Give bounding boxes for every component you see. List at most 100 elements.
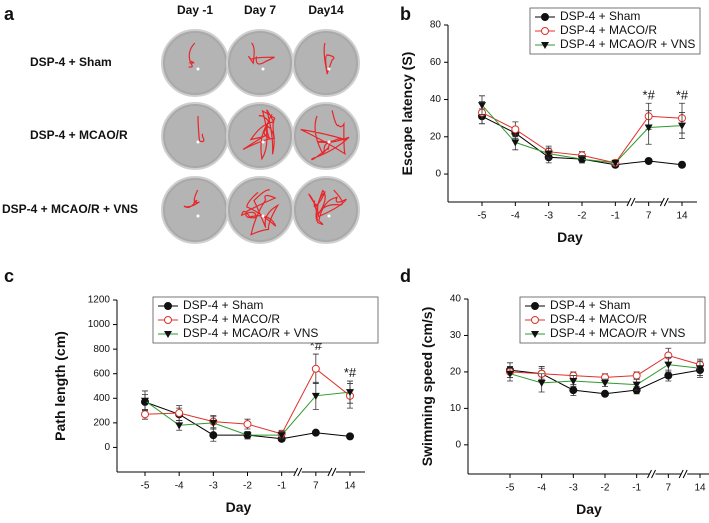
arena-inner [230,33,290,93]
y-axis-label: Swimming speed (cm/s) [419,307,435,466]
platform [327,67,331,71]
data-point [678,122,686,130]
axis-break-gap [629,200,635,204]
swim-track [300,110,350,161]
column-label: Day 7 [244,3,276,17]
data-point [644,124,653,132]
y-tick-label: 0 [455,439,461,450]
y-axis-label: Path length (cm) [52,331,68,441]
data-point [506,370,514,378]
axis-break [678,469,684,479]
data-point [311,428,320,437]
arena-inner [165,33,225,93]
data-point [478,102,486,110]
panel-label: d [400,266,411,286]
axis-break [331,467,337,477]
x-axis-label: Day [576,501,602,517]
legend-box [152,296,379,344]
row-label: DSP-4 + Sham [30,55,112,69]
arena-inner [296,180,356,240]
y-tick-label: 20 [430,131,442,142]
x-tick-label: 7 [313,481,319,492]
x-tick-label: -4 [175,481,184,492]
x-tick-label: -2 [601,483,610,494]
axis-break [682,469,688,479]
panel-label: c [4,266,14,286]
legend-label: DSP-4 + MACO/R [560,23,657,37]
x-tick-label: 14 [694,483,706,494]
row-label: DSP-4 + MCAO/R + VNS [2,202,138,216]
x-tick-label: -3 [544,211,553,222]
data-point [678,160,686,169]
data-point [644,157,653,166]
y-tick-label: 40 [450,294,462,305]
y-tick-label: 30 [450,330,462,341]
axis-break [630,197,636,207]
legend-box [519,296,706,344]
panel-label: b [400,4,411,24]
swim-track [323,42,335,75]
data-point [569,378,578,386]
legend-marker [541,27,549,35]
x-tick-label: -5 [141,481,150,492]
data-point [311,364,320,373]
swim-track [183,189,200,208]
data-point [611,159,620,167]
legend-box [529,7,701,55]
x-tick-label: -1 [277,481,286,492]
legend-marker [531,302,539,310]
swim-track [248,42,275,65]
y-tick-label: 400 [93,393,110,404]
data-point [243,432,252,440]
y-tick-label: 60 [430,57,442,68]
data-point [664,371,673,380]
y-axis-label: Escape latency (S) [399,52,415,176]
x-tick-label: -3 [209,481,218,492]
axis-break [647,469,652,479]
y-tick-label: 10 [450,403,462,414]
x-tick-label: 14 [676,211,688,222]
platform [196,67,200,71]
annotation: *# [676,87,689,102]
legend-marker [541,42,549,49]
legend-label: DSP-4 + MACO/R [550,312,647,326]
y-tick-label: 0 [104,442,110,453]
axis-break [626,197,632,207]
data-point [209,419,218,427]
axis-break [651,469,656,479]
legend-label: DSP-4 + MCAO/R + VNS [560,37,695,51]
data-point [277,432,286,440]
data-point [544,150,553,158]
platform [196,140,200,144]
x-axis-label: Day [557,229,583,245]
data-point [141,397,149,405]
data-point [537,379,546,387]
axis-break-gap [649,472,656,476]
legend-marker [164,331,172,338]
y-tick-label: 1200 [88,295,111,306]
x-tick-label: -3 [569,483,578,494]
x-tick-label: -1 [611,211,620,222]
legend-label: DSP-4 + Sham [550,298,630,312]
legend-label: DSP-4 + MCAO/R + VNS [183,326,318,340]
data-point [632,371,641,380]
data-point [243,420,252,429]
x-tick-label: 7 [646,211,652,222]
legend-marker [531,316,539,324]
data-point [511,139,520,147]
x-tick-label: 14 [344,481,356,492]
data-point [346,432,354,441]
arena-inner [165,106,225,166]
data-point [632,381,641,389]
swim-track [242,109,276,161]
legend-label: DSP-4 + Sham [183,298,263,312]
y-tick-label: 200 [93,417,110,428]
platform [261,214,265,218]
data-point [346,389,354,397]
column-label: Day14 [308,3,344,17]
axis-break-gap [681,472,688,476]
axis-break [297,467,303,477]
legend-label: DSP-4 + Sham [560,9,640,23]
annotation: *# [344,365,357,380]
